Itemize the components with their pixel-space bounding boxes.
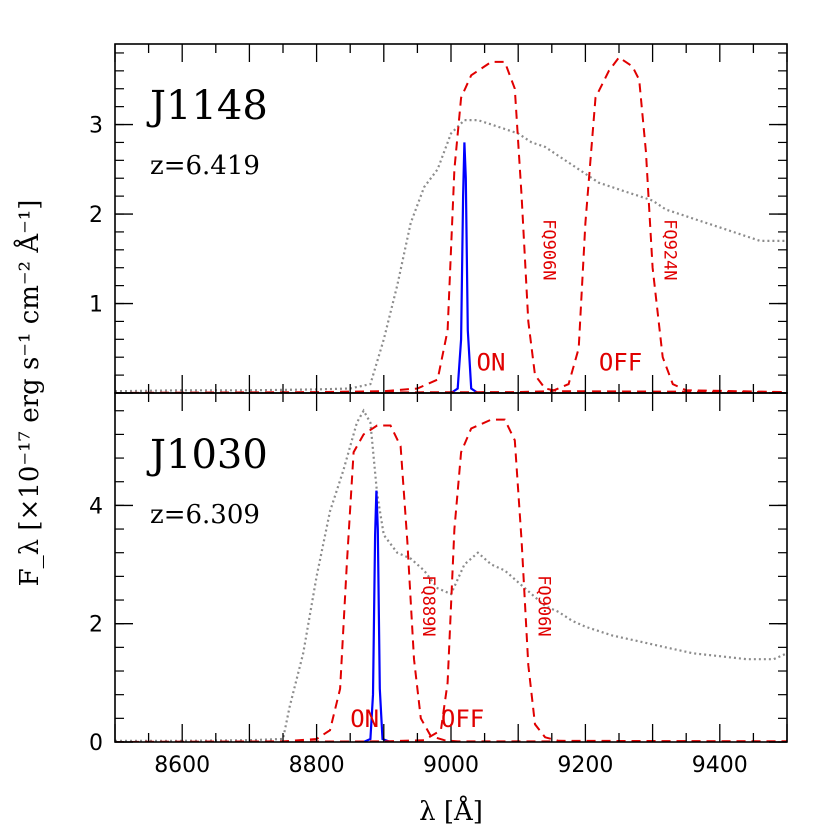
panel-top: 1 2 3 J1148 z=6.419 ON OFF FQ906N FQ924N [89,43,788,394]
annotation-off: OFF [441,705,484,733]
plot-area-bottom [115,408,787,742]
emission-line [363,490,391,742]
x-tick-label: 9400 [692,753,748,778]
y-tick-label: 4 [89,494,103,519]
y-tick-label: 0 [89,731,103,756]
y-tick-label: 3 [89,114,103,139]
spectrum-line [115,118,787,393]
x-axis-label: λ [Å] [419,795,483,827]
y-axis-label: F_λ [×10⁻¹⁷ erg s⁻¹ cm⁻² Å⁻¹] [13,200,45,587]
x-tick-label: 9200 [557,753,613,778]
panel-bottom: 0 2 4 J1030 z=6.309 ON OFF FQ889N FQ906N [89,392,788,756]
filter-label-fq906n: FQ906N [533,575,553,636]
annotation-off: OFF [599,349,642,377]
x-tick-label: 8600 [154,753,210,778]
filter-curve-fq906n [115,418,787,742]
filter-label-fq889n: FQ889N [418,575,438,636]
filter-curve-fq889n [115,424,787,742]
filter-label-fq924n: FQ924N [660,219,680,280]
filter-label-fq906n: FQ906N [539,219,559,280]
y-tick-label: 2 [89,203,103,228]
annotation-on: ON [350,705,379,733]
y-tick-label: 2 [89,613,103,638]
y-tick-label: 1 [89,293,103,318]
panel-redshift: z=6.419 [150,151,260,181]
x-tick-label: 9000 [423,753,479,778]
panel-title: J1030 [146,432,268,478]
panel-redshift: z=6.309 [150,500,260,530]
x-tick-label: 8800 [289,753,345,778]
panel-title: J1148 [146,83,268,129]
emission-line [450,142,479,393]
plot-area-top [115,56,787,393]
annotation-on: ON [477,349,506,377]
